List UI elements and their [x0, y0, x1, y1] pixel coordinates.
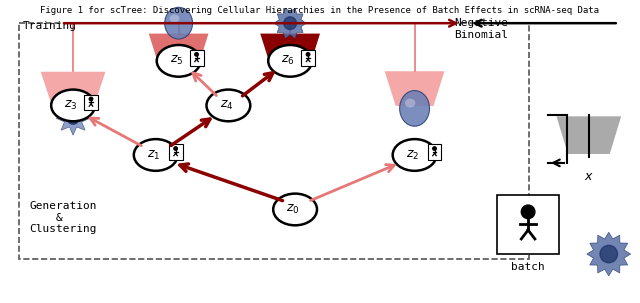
- Bar: [19, 23, 529, 259]
- Text: $z_{1}$: $z_{1}$: [147, 148, 161, 161]
- Text: Generation
    &
Clustering: Generation & Clustering: [29, 201, 97, 234]
- Polygon shape: [587, 232, 630, 276]
- Circle shape: [433, 147, 436, 150]
- Bar: [301, 50, 315, 66]
- Polygon shape: [148, 34, 209, 68]
- Ellipse shape: [268, 45, 312, 77]
- Bar: [84, 95, 98, 110]
- Text: $z_{3}$: $z_{3}$: [65, 99, 78, 112]
- Circle shape: [67, 112, 79, 124]
- Ellipse shape: [134, 139, 178, 171]
- Text: Training: Training: [23, 21, 77, 31]
- Circle shape: [89, 97, 93, 101]
- Polygon shape: [41, 72, 106, 109]
- Ellipse shape: [164, 7, 193, 39]
- Circle shape: [195, 53, 198, 56]
- Text: $z_{6}$: $z_{6}$: [282, 54, 295, 67]
- Circle shape: [307, 53, 310, 56]
- Ellipse shape: [51, 90, 95, 121]
- Text: $z_{4}$: $z_{4}$: [220, 99, 233, 112]
- Circle shape: [522, 205, 535, 219]
- Text: $x$: $x$: [584, 170, 594, 183]
- Circle shape: [600, 245, 618, 263]
- Polygon shape: [556, 116, 621, 154]
- Ellipse shape: [273, 194, 317, 225]
- Text: $z_{2}$: $z_{2}$: [406, 148, 419, 161]
- Ellipse shape: [393, 139, 436, 171]
- Circle shape: [174, 147, 177, 150]
- Polygon shape: [260, 34, 320, 68]
- Ellipse shape: [207, 90, 250, 121]
- Ellipse shape: [405, 98, 415, 108]
- Text: $z_{0}$: $z_{0}$: [286, 203, 300, 216]
- Polygon shape: [274, 8, 306, 38]
- Text: Negative
Binomial: Negative Binomial: [454, 18, 508, 40]
- Bar: [169, 144, 182, 160]
- Bar: [497, 195, 559, 254]
- Ellipse shape: [399, 91, 429, 126]
- Circle shape: [284, 17, 296, 29]
- Bar: [189, 50, 204, 66]
- Ellipse shape: [157, 45, 200, 77]
- Polygon shape: [56, 102, 90, 135]
- Ellipse shape: [170, 15, 179, 22]
- Bar: [428, 144, 442, 160]
- Polygon shape: [385, 71, 444, 106]
- Text: Figure 1 for scTree: Discovering Cellular Hierarchies in the Presence of Batch E: Figure 1 for scTree: Discovering Cellula…: [40, 6, 600, 15]
- Text: batch: batch: [511, 262, 545, 272]
- Text: $z_{5}$: $z_{5}$: [170, 54, 183, 67]
